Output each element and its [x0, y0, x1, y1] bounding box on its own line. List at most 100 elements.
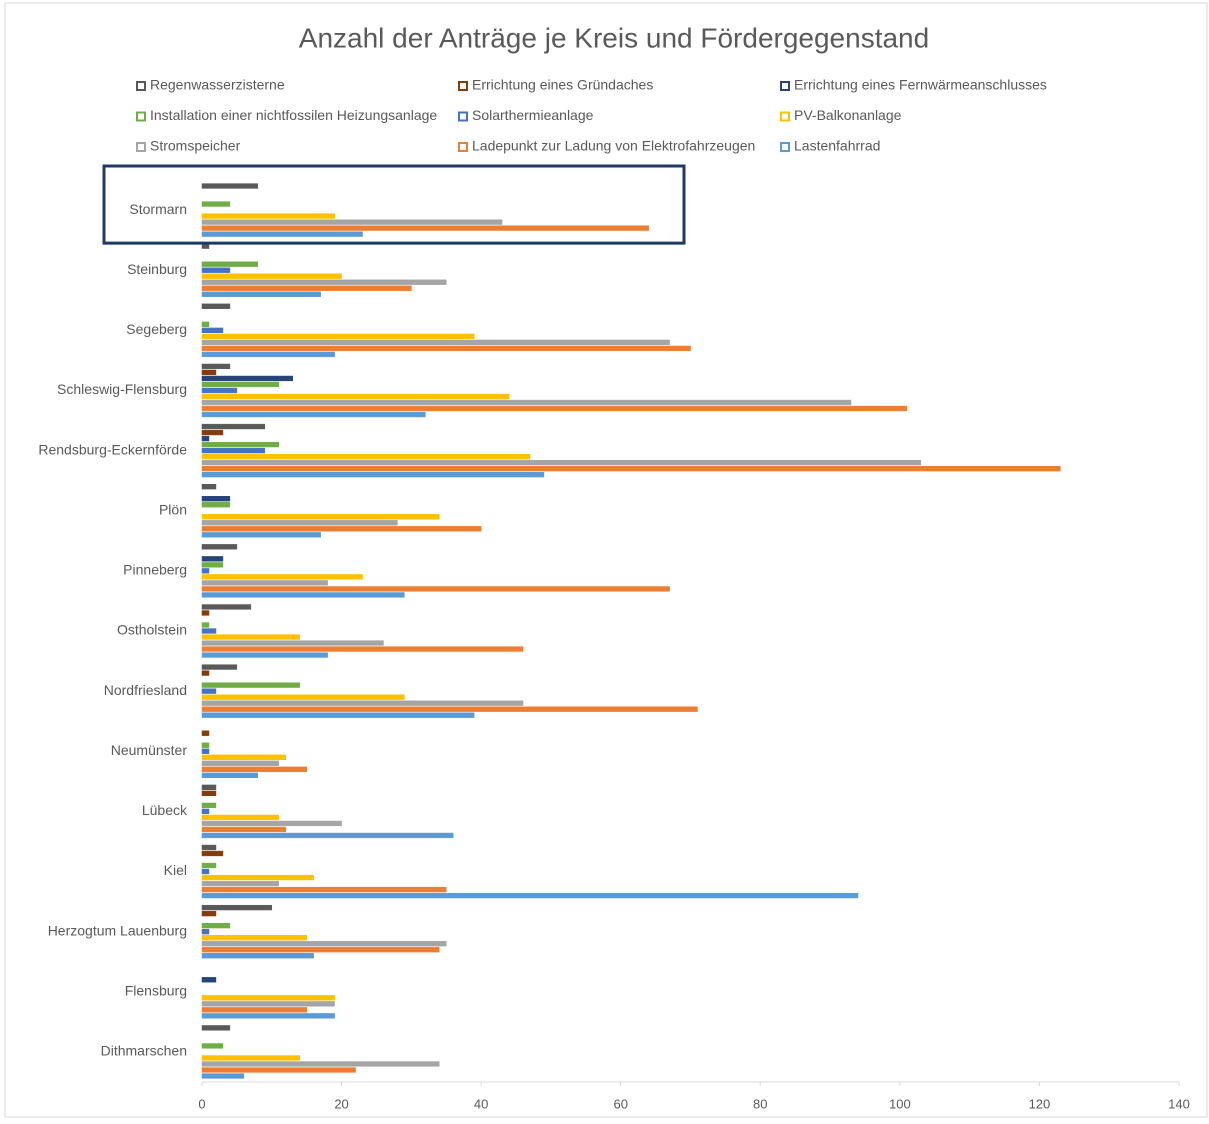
bar [201, 1067, 356, 1073]
legend-swatch [136, 142, 146, 152]
bar [201, 941, 447, 947]
bar [201, 333, 475, 340]
bar [201, 592, 405, 598]
bar [201, 369, 217, 376]
bar [201, 261, 259, 267]
bar [201, 995, 335, 1001]
bar [201, 694, 405, 700]
y-tick-label: Lübeck [142, 802, 188, 818]
bar [201, 1043, 224, 1049]
bar [201, 285, 412, 291]
legend-label: PV-Balkonanlage [794, 107, 902, 123]
bar [201, 862, 217, 869]
bar [201, 682, 300, 688]
y-tick-label: Dithmarschen [101, 1043, 187, 1059]
bar [201, 562, 224, 568]
bar [201, 291, 321, 297]
y-tick-label: Pinneberg [123, 562, 187, 578]
bar [201, 1055, 300, 1061]
legend-label: Installation einer nichtfossilen Heizung… [150, 107, 437, 123]
bar [201, 646, 524, 652]
bar [201, 820, 342, 827]
bar [201, 273, 342, 279]
bar [201, 393, 510, 400]
bar [201, 712, 475, 718]
bar [201, 634, 300, 640]
bar [201, 910, 217, 917]
highlight-box [102, 164, 686, 245]
bar [201, 447, 266, 454]
bar [201, 622, 210, 628]
y-tick-label: Rendsburg-Eckernförde [38, 441, 187, 457]
bar [201, 1061, 440, 1067]
bar [201, 1025, 231, 1031]
bar [201, 784, 217, 790]
bar [201, 700, 524, 706]
bar [201, 826, 286, 833]
bar [201, 706, 698, 712]
x-tick-label: 20 [334, 1096, 348, 1111]
bar [201, 904, 273, 911]
bar [201, 742, 210, 748]
x-tick-label: 40 [474, 1096, 488, 1111]
y-tick-label: Kiel [164, 862, 187, 878]
bar [201, 814, 280, 821]
bar [201, 339, 670, 346]
x-tick-label: 60 [613, 1096, 627, 1111]
bar [201, 375, 293, 382]
bar [201, 832, 454, 839]
bar [201, 453, 531, 460]
bar [201, 754, 286, 760]
bar [201, 580, 328, 586]
bar [201, 610, 210, 616]
bar [201, 574, 363, 580]
bar [201, 947, 440, 953]
bar [201, 399, 852, 406]
bar [201, 520, 398, 526]
x-tick-label: 80 [753, 1096, 767, 1111]
bar [201, 219, 503, 225]
y-tick-label: Herzogtum Lauenburg [48, 922, 187, 938]
y-tick-label: Flensburg [125, 983, 187, 999]
bar [201, 892, 859, 899]
legend-swatch [780, 111, 790, 122]
bar [201, 303, 231, 309]
legend-swatch [458, 142, 468, 152]
bar [201, 922, 231, 929]
legend-label: Ladepunkt zur Ladung von Elektrofahrzeug… [472, 138, 755, 154]
bar [201, 568, 210, 574]
bar [201, 886, 447, 893]
bar [201, 496, 231, 502]
bar [201, 772, 259, 778]
y-tick-label: Segeberg [126, 321, 187, 337]
bar [201, 802, 217, 809]
bar [201, 435, 210, 442]
bar [201, 514, 440, 520]
bar [201, 526, 482, 532]
bar [201, 544, 238, 550]
bar [201, 844, 217, 851]
x-tick-label: 120 [1029, 1096, 1051, 1111]
bar [201, 640, 384, 646]
bar [201, 977, 217, 983]
bar [201, 880, 280, 887]
legend-swatch [780, 142, 790, 152]
bar [201, 459, 922, 466]
y-tick-label: Steinburg [127, 261, 187, 277]
bar [201, 363, 231, 370]
bar [201, 441, 280, 448]
bar [201, 1013, 335, 1019]
y-tick-label: Neumünster [111, 742, 188, 758]
legend-swatch [458, 111, 468, 122]
bar [201, 231, 363, 237]
bar [201, 502, 231, 508]
chart-border [4, 2, 1208, 1118]
bar [201, 423, 266, 430]
bar [201, 874, 314, 881]
y-tick-label: Schleswig-Flensburg [57, 381, 187, 397]
y-tick-label: Ostholstein [117, 622, 187, 638]
bar [201, 1007, 307, 1013]
bar [201, 808, 210, 815]
legend-swatch [136, 81, 146, 91]
